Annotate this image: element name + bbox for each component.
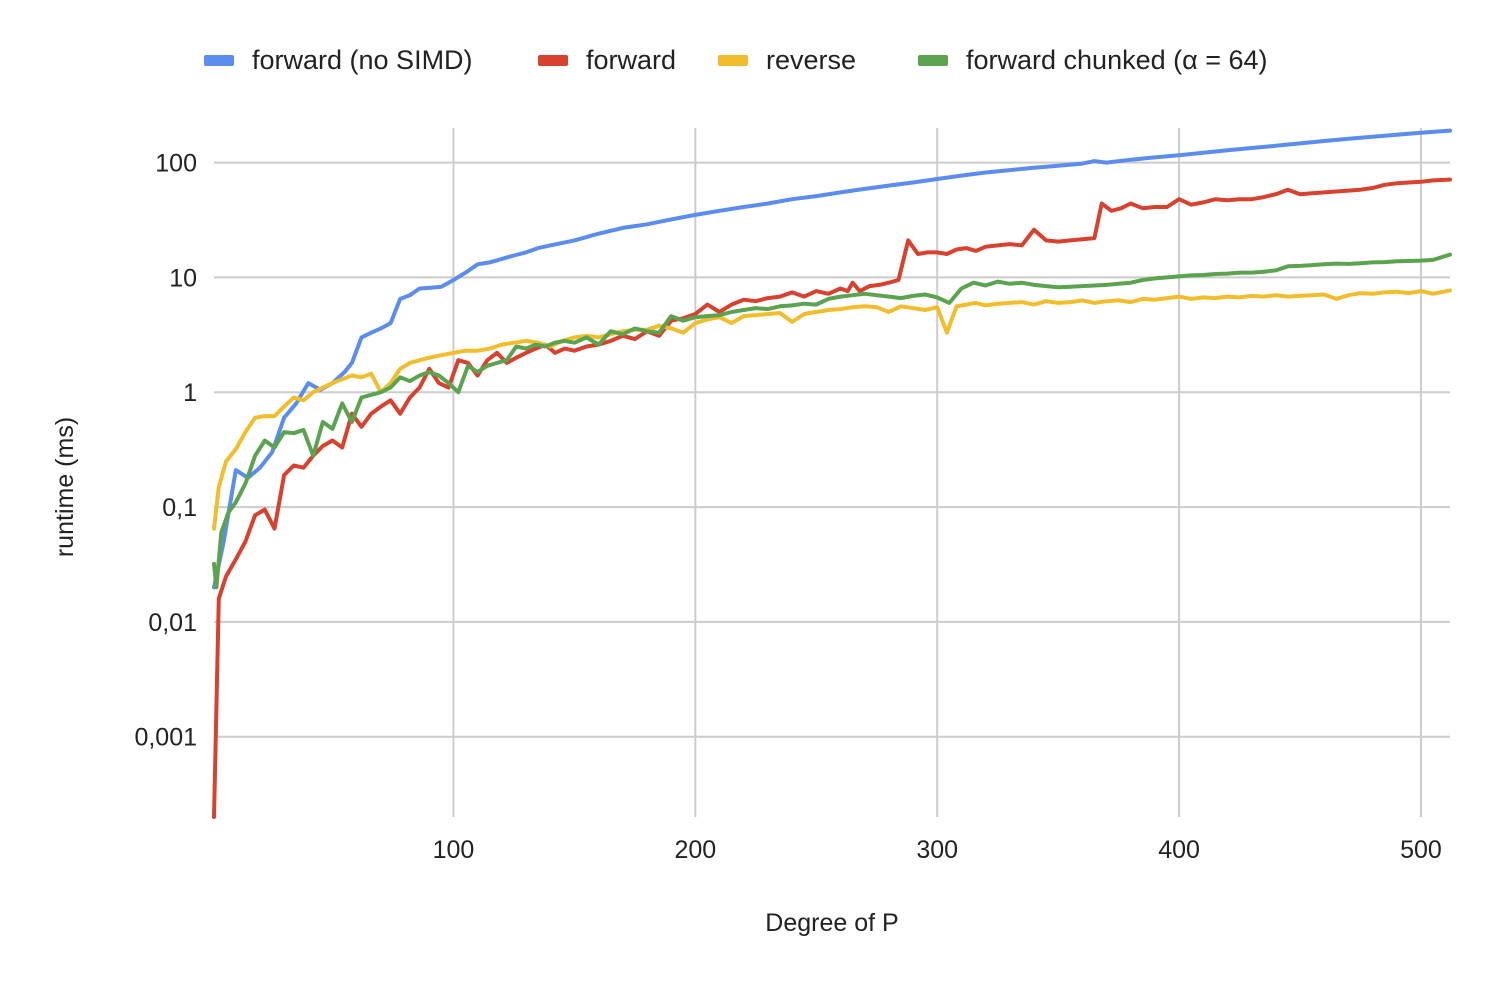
x-axis-title: Degree of P [765, 909, 898, 937]
x-axis-ticks: 100 200 300 400 500 [433, 836, 1442, 864]
legend-swatch [718, 55, 748, 66]
x-tick-label: 300 [916, 836, 958, 864]
x-tick-label: 100 [433, 836, 475, 864]
legend: forward (no SIMD) forward reverse forward c… [204, 45, 1268, 75]
legend-swatch [918, 55, 948, 66]
y-tick-label: 0,01 [148, 609, 197, 637]
y-tick-label: 100 [155, 150, 197, 178]
y-tick-label: 1 [183, 379, 197, 407]
series-line-1 [212, 128, 1452, 590]
y-tick-label: 0,1 [162, 494, 197, 522]
y-tick-label: 10 [169, 264, 197, 292]
legend-swatch [204, 55, 234, 66]
legend-label: forward chunked (α = 64) [966, 45, 1268, 75]
legend-item-2: forward [538, 45, 676, 75]
x-tick-label: 500 [1400, 836, 1442, 864]
legend-item-3: reverse [718, 45, 856, 75]
y-axis-ticks: 100 10 1 0,1 0,01 0,001 [134, 150, 197, 752]
legend-label: forward (no SIMD) [252, 45, 473, 75]
legend-label: reverse [766, 45, 856, 75]
series-line-4 [212, 252, 1452, 590]
x-tick-label: 200 [674, 836, 716, 864]
x-tick-label: 400 [1158, 836, 1200, 864]
legend-swatch [538, 55, 568, 66]
legend-item-1: forward (no SIMD) [204, 45, 473, 75]
series-line-2 [212, 177, 1452, 819]
y-tick-label: 0,001 [134, 724, 197, 752]
legend-label: forward [586, 45, 676, 75]
legend-item-4: forward chunked (α = 64) [918, 45, 1268, 75]
y-axis-title: runtime (ms) [51, 417, 79, 557]
series-lines [212, 128, 1452, 819]
gridlines [214, 128, 1450, 817]
